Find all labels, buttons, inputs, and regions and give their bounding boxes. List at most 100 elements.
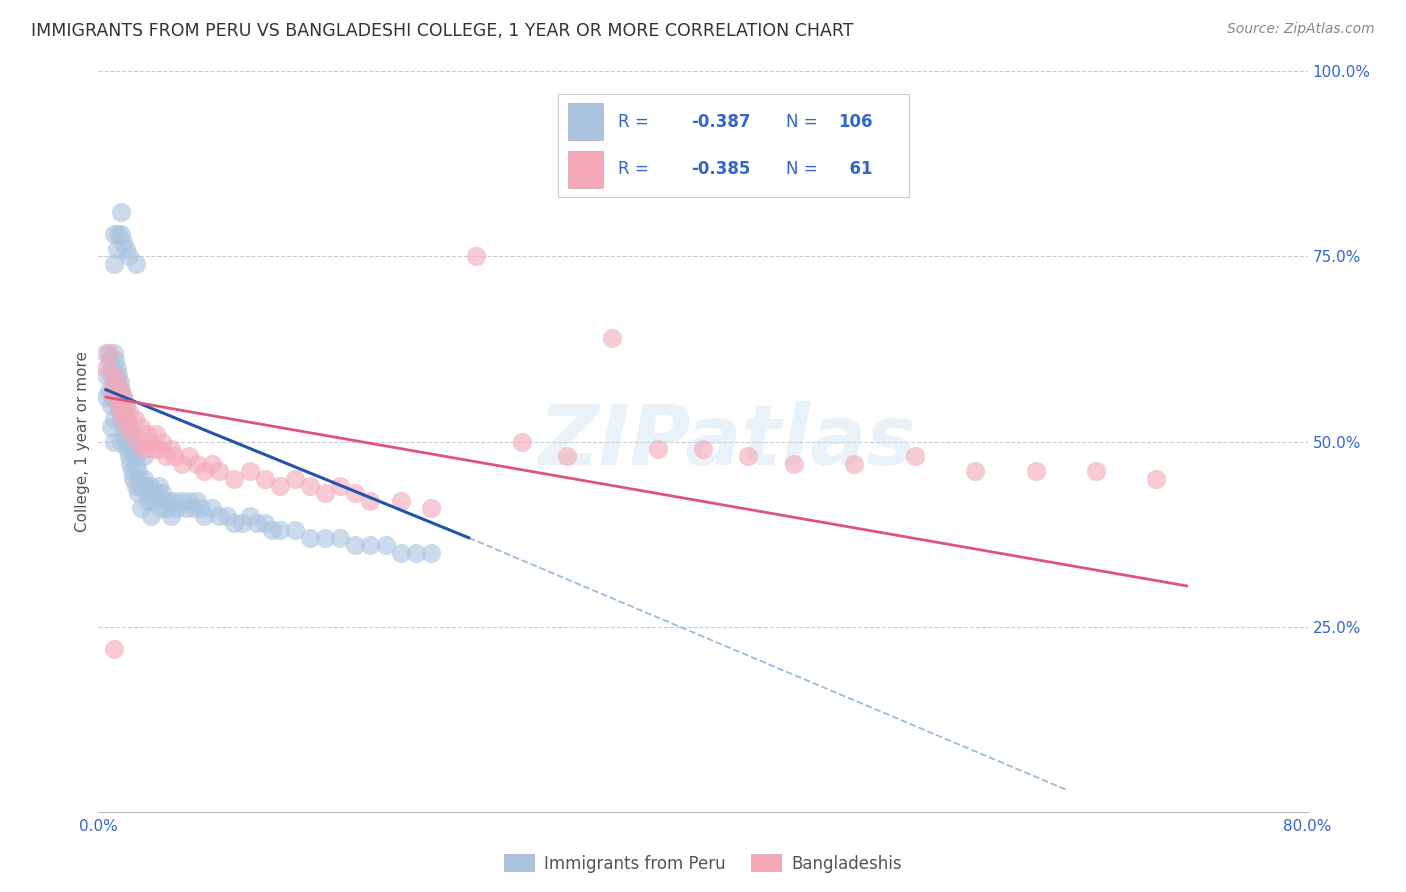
- Point: [115, 412, 138, 426]
- Point: [100, 398, 122, 412]
- Point: [149, 501, 172, 516]
- Point: [179, 450, 201, 464]
- Point: [122, 471, 145, 485]
- Point: [783, 457, 806, 471]
- Point: [121, 464, 143, 478]
- Point: [105, 390, 128, 404]
- Point: [111, 390, 134, 404]
- Point: [98, 383, 121, 397]
- Point: [120, 457, 142, 471]
- Point: [110, 412, 132, 426]
- Point: [94, 360, 117, 375]
- Text: Source: ZipAtlas.com: Source: ZipAtlas.com: [1227, 22, 1375, 37]
- Point: [299, 531, 322, 545]
- Point: [111, 419, 134, 434]
- Point: [224, 516, 246, 530]
- Point: [465, 250, 488, 264]
- Point: [389, 546, 412, 560]
- Point: [170, 493, 193, 508]
- Point: [101, 383, 124, 397]
- Point: [141, 486, 163, 500]
- Point: [179, 493, 201, 508]
- Point: [107, 398, 129, 412]
- Point: [125, 257, 148, 271]
- Point: [186, 457, 208, 471]
- Point: [114, 405, 136, 419]
- Point: [98, 345, 121, 359]
- Point: [148, 442, 170, 456]
- Point: [844, 457, 866, 471]
- Point: [103, 412, 125, 426]
- Point: [329, 531, 352, 545]
- Point: [602, 331, 624, 345]
- Point: [103, 368, 125, 382]
- Point: [360, 493, 382, 508]
- Point: [166, 501, 188, 516]
- Point: [114, 242, 136, 256]
- Point: [115, 419, 138, 434]
- Point: [224, 471, 246, 485]
- Point: [269, 479, 291, 493]
- Point: [405, 546, 427, 560]
- Point: [94, 345, 117, 359]
- Point: [155, 450, 177, 464]
- Point: [125, 457, 148, 471]
- Point: [103, 227, 125, 242]
- Point: [110, 405, 132, 419]
- Point: [125, 479, 148, 493]
- Point: [139, 479, 162, 493]
- Point: [150, 486, 173, 500]
- Point: [111, 235, 134, 249]
- Point: [120, 427, 142, 442]
- Point: [174, 501, 197, 516]
- Point: [201, 457, 224, 471]
- Point: [231, 516, 253, 530]
- Point: [1024, 464, 1046, 478]
- Point: [127, 486, 149, 500]
- Point: [121, 427, 143, 442]
- Point: [215, 508, 238, 523]
- Point: [142, 442, 165, 456]
- Point: [135, 427, 157, 442]
- Point: [374, 538, 396, 552]
- Point: [1144, 471, 1167, 485]
- Point: [420, 501, 443, 516]
- Point: [510, 434, 533, 449]
- Point: [160, 442, 183, 456]
- Point: [124, 412, 146, 426]
- Point: [692, 442, 714, 456]
- Point: [104, 390, 127, 404]
- Point: [114, 398, 136, 412]
- Point: [100, 419, 122, 434]
- Point: [114, 434, 136, 449]
- Point: [118, 419, 141, 434]
- Point: [129, 501, 152, 516]
- Point: [118, 405, 141, 419]
- Point: [127, 464, 149, 478]
- Point: [160, 508, 183, 523]
- Point: [208, 464, 231, 478]
- Point: [737, 450, 759, 464]
- Point: [253, 516, 276, 530]
- Point: [314, 531, 336, 545]
- Point: [134, 479, 156, 493]
- Text: IMMIGRANTS FROM PERU VS BANGLADESHI COLLEGE, 1 YEAR OR MORE CORRELATION CHART: IMMIGRANTS FROM PERU VS BANGLADESHI COLL…: [31, 22, 853, 40]
- Point: [190, 501, 212, 516]
- Point: [101, 390, 124, 404]
- Point: [314, 486, 336, 500]
- Point: [121, 434, 143, 449]
- Point: [299, 479, 322, 493]
- Point: [201, 501, 224, 516]
- Point: [208, 508, 231, 523]
- Point: [904, 450, 927, 464]
- Point: [103, 345, 125, 359]
- Point: [360, 538, 382, 552]
- Point: [122, 442, 145, 456]
- Point: [101, 360, 124, 375]
- Point: [193, 508, 215, 523]
- Point: [107, 227, 129, 242]
- Point: [124, 450, 146, 464]
- Point: [239, 508, 262, 523]
- Point: [105, 360, 128, 375]
- Point: [145, 486, 167, 500]
